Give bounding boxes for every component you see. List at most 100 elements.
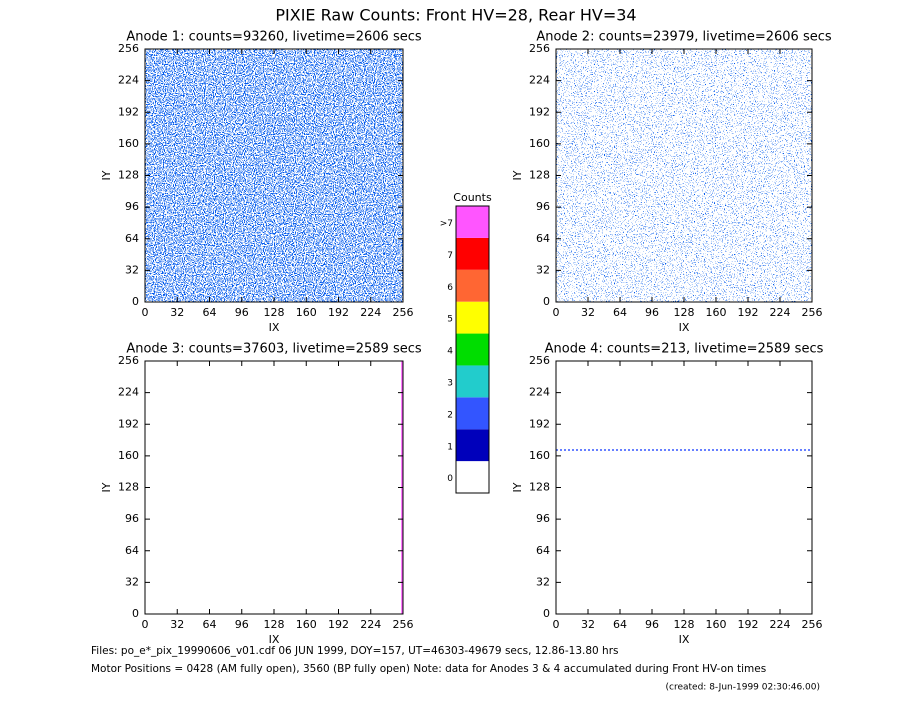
y-tick-label: 0 xyxy=(132,295,139,308)
speckle-decoration xyxy=(145,49,812,614)
colorbar-cell xyxy=(456,397,489,430)
x-tick-label: 160 xyxy=(296,306,317,319)
x-tick-label: 160 xyxy=(706,618,727,631)
y-tick-label: 160 xyxy=(118,449,139,462)
y-tick-label: 160 xyxy=(529,137,550,150)
y-tick-label: 224 xyxy=(118,74,139,87)
x-tick-label: 0 xyxy=(553,306,560,319)
y-axis-label: IY xyxy=(511,482,524,492)
colorbar-label: 5 xyxy=(447,315,453,325)
colorbar-cell xyxy=(456,269,489,302)
colorbar-cell xyxy=(456,461,489,493)
colorbar-cell xyxy=(456,237,489,270)
x-tick-label: 224 xyxy=(770,618,791,631)
y-tick-label: 64 xyxy=(536,544,550,557)
x-axis-label: IX xyxy=(269,633,280,646)
x-tick-label: 0 xyxy=(142,306,149,319)
x-axis-label: IX xyxy=(269,321,280,334)
x-tick-label: 64 xyxy=(203,306,217,319)
panel-title: Anode 1: counts=93260, livetime=2606 sec… xyxy=(126,30,422,45)
x-tick-label: 0 xyxy=(553,618,560,631)
x-tick-label: 96 xyxy=(645,306,659,319)
y-tick-label: 224 xyxy=(529,386,550,399)
x-tick-label: 96 xyxy=(235,306,249,319)
y-tick-label: 256 xyxy=(529,354,550,367)
y-tick-label: 256 xyxy=(118,354,139,367)
colorbar-label: 7 xyxy=(447,251,453,261)
panel-title: Anode 4: counts=213, livetime=2589 secs xyxy=(545,342,824,357)
x-tick-label: 0 xyxy=(142,618,149,631)
x-tick-label: 128 xyxy=(264,306,285,319)
y-tick-label: 96 xyxy=(125,200,139,213)
page-title: PIXIE Raw Counts: Front HV=28, Rear HV=3… xyxy=(275,6,636,25)
x-tick-label: 192 xyxy=(328,306,349,319)
y-tick-label: 224 xyxy=(118,386,139,399)
x-tick-label: 256 xyxy=(802,618,823,631)
y-tick-label: 0 xyxy=(543,607,550,620)
y-tick-label: 192 xyxy=(118,105,139,118)
colorbar-frame xyxy=(455,205,490,494)
y-tick-label: 96 xyxy=(125,512,139,525)
x-tick-label: 64 xyxy=(613,306,627,319)
footer-created: (created: 8-Jun-1999 02:30:46.00) xyxy=(666,683,820,693)
x-axis-label: IX xyxy=(679,633,690,646)
colorbar-cell xyxy=(456,301,489,334)
y-tick-label: 32 xyxy=(125,575,139,588)
colorbar-cell xyxy=(456,333,489,366)
y-axis-label: IY xyxy=(100,482,113,492)
y-tick-label: 192 xyxy=(529,417,550,430)
colorbar-label: 1 xyxy=(447,442,453,452)
colorbar-label: 2 xyxy=(447,410,453,420)
x-tick-label: 224 xyxy=(360,306,381,319)
x-tick-label: 128 xyxy=(674,618,695,631)
y-tick-label: 96 xyxy=(536,200,550,213)
x-tick-label: 256 xyxy=(802,306,823,319)
x-tick-label: 32 xyxy=(581,618,595,631)
x-tick-label: 224 xyxy=(360,618,381,631)
y-tick-label: 32 xyxy=(536,263,550,276)
y-tick-label: 192 xyxy=(118,417,139,430)
colorbar-label: 6 xyxy=(447,283,453,293)
x-tick-label: 160 xyxy=(296,618,317,631)
colorbar-label: 0 xyxy=(447,474,453,484)
x-tick-label: 128 xyxy=(674,306,695,319)
colorbar-title: Counts xyxy=(453,191,492,204)
y-tick-label: 32 xyxy=(125,263,139,276)
x-tick-label: 64 xyxy=(613,618,627,631)
y-tick-label: 128 xyxy=(118,481,139,494)
x-tick-label: 192 xyxy=(738,306,759,319)
x-tick-label: 128 xyxy=(264,618,285,631)
panel-title: Anode 3: counts=37603, livetime=2589 sec… xyxy=(126,342,422,357)
footer-motor: Motor Positions = 0428 (AM fully open), … xyxy=(91,663,766,675)
y-tick-label: 64 xyxy=(125,232,139,245)
y-tick-label: 64 xyxy=(536,232,550,245)
x-tick-label: 64 xyxy=(203,618,217,631)
y-tick-label: 256 xyxy=(529,42,550,55)
colorbar-label: 4 xyxy=(447,347,453,357)
x-tick-label: 224 xyxy=(770,306,791,319)
y-tick-label: 32 xyxy=(536,575,550,588)
x-tick-label: 192 xyxy=(328,618,349,631)
x-tick-label: 32 xyxy=(170,618,184,631)
y-tick-label: 128 xyxy=(529,481,550,494)
y-tick-label: 64 xyxy=(125,544,139,557)
footer-files: Files: po_e*_pix_19990606_v01.cdf 06 JUN… xyxy=(91,645,618,657)
x-tick-label: 32 xyxy=(581,306,595,319)
y-tick-label: 224 xyxy=(529,74,550,87)
y-axis-label: IY xyxy=(100,170,113,180)
y-tick-label: 160 xyxy=(529,449,550,462)
y-tick-label: 0 xyxy=(543,295,550,308)
x-tick-label: 256 xyxy=(393,306,414,319)
x-tick-label: 96 xyxy=(645,618,659,631)
y-tick-label: 128 xyxy=(529,169,550,182)
x-tick-label: 96 xyxy=(235,618,249,631)
x-tick-label: 256 xyxy=(393,618,414,631)
panel-title: Anode 2: counts=23979, livetime=2606 sec… xyxy=(536,30,832,45)
y-tick-label: 0 xyxy=(132,607,139,620)
y-axis-label: IY xyxy=(511,170,524,180)
y-tick-label: 128 xyxy=(118,169,139,182)
x-tick-label: 32 xyxy=(170,306,184,319)
colorbar-cell xyxy=(456,206,489,238)
y-tick-label: 96 xyxy=(536,512,550,525)
